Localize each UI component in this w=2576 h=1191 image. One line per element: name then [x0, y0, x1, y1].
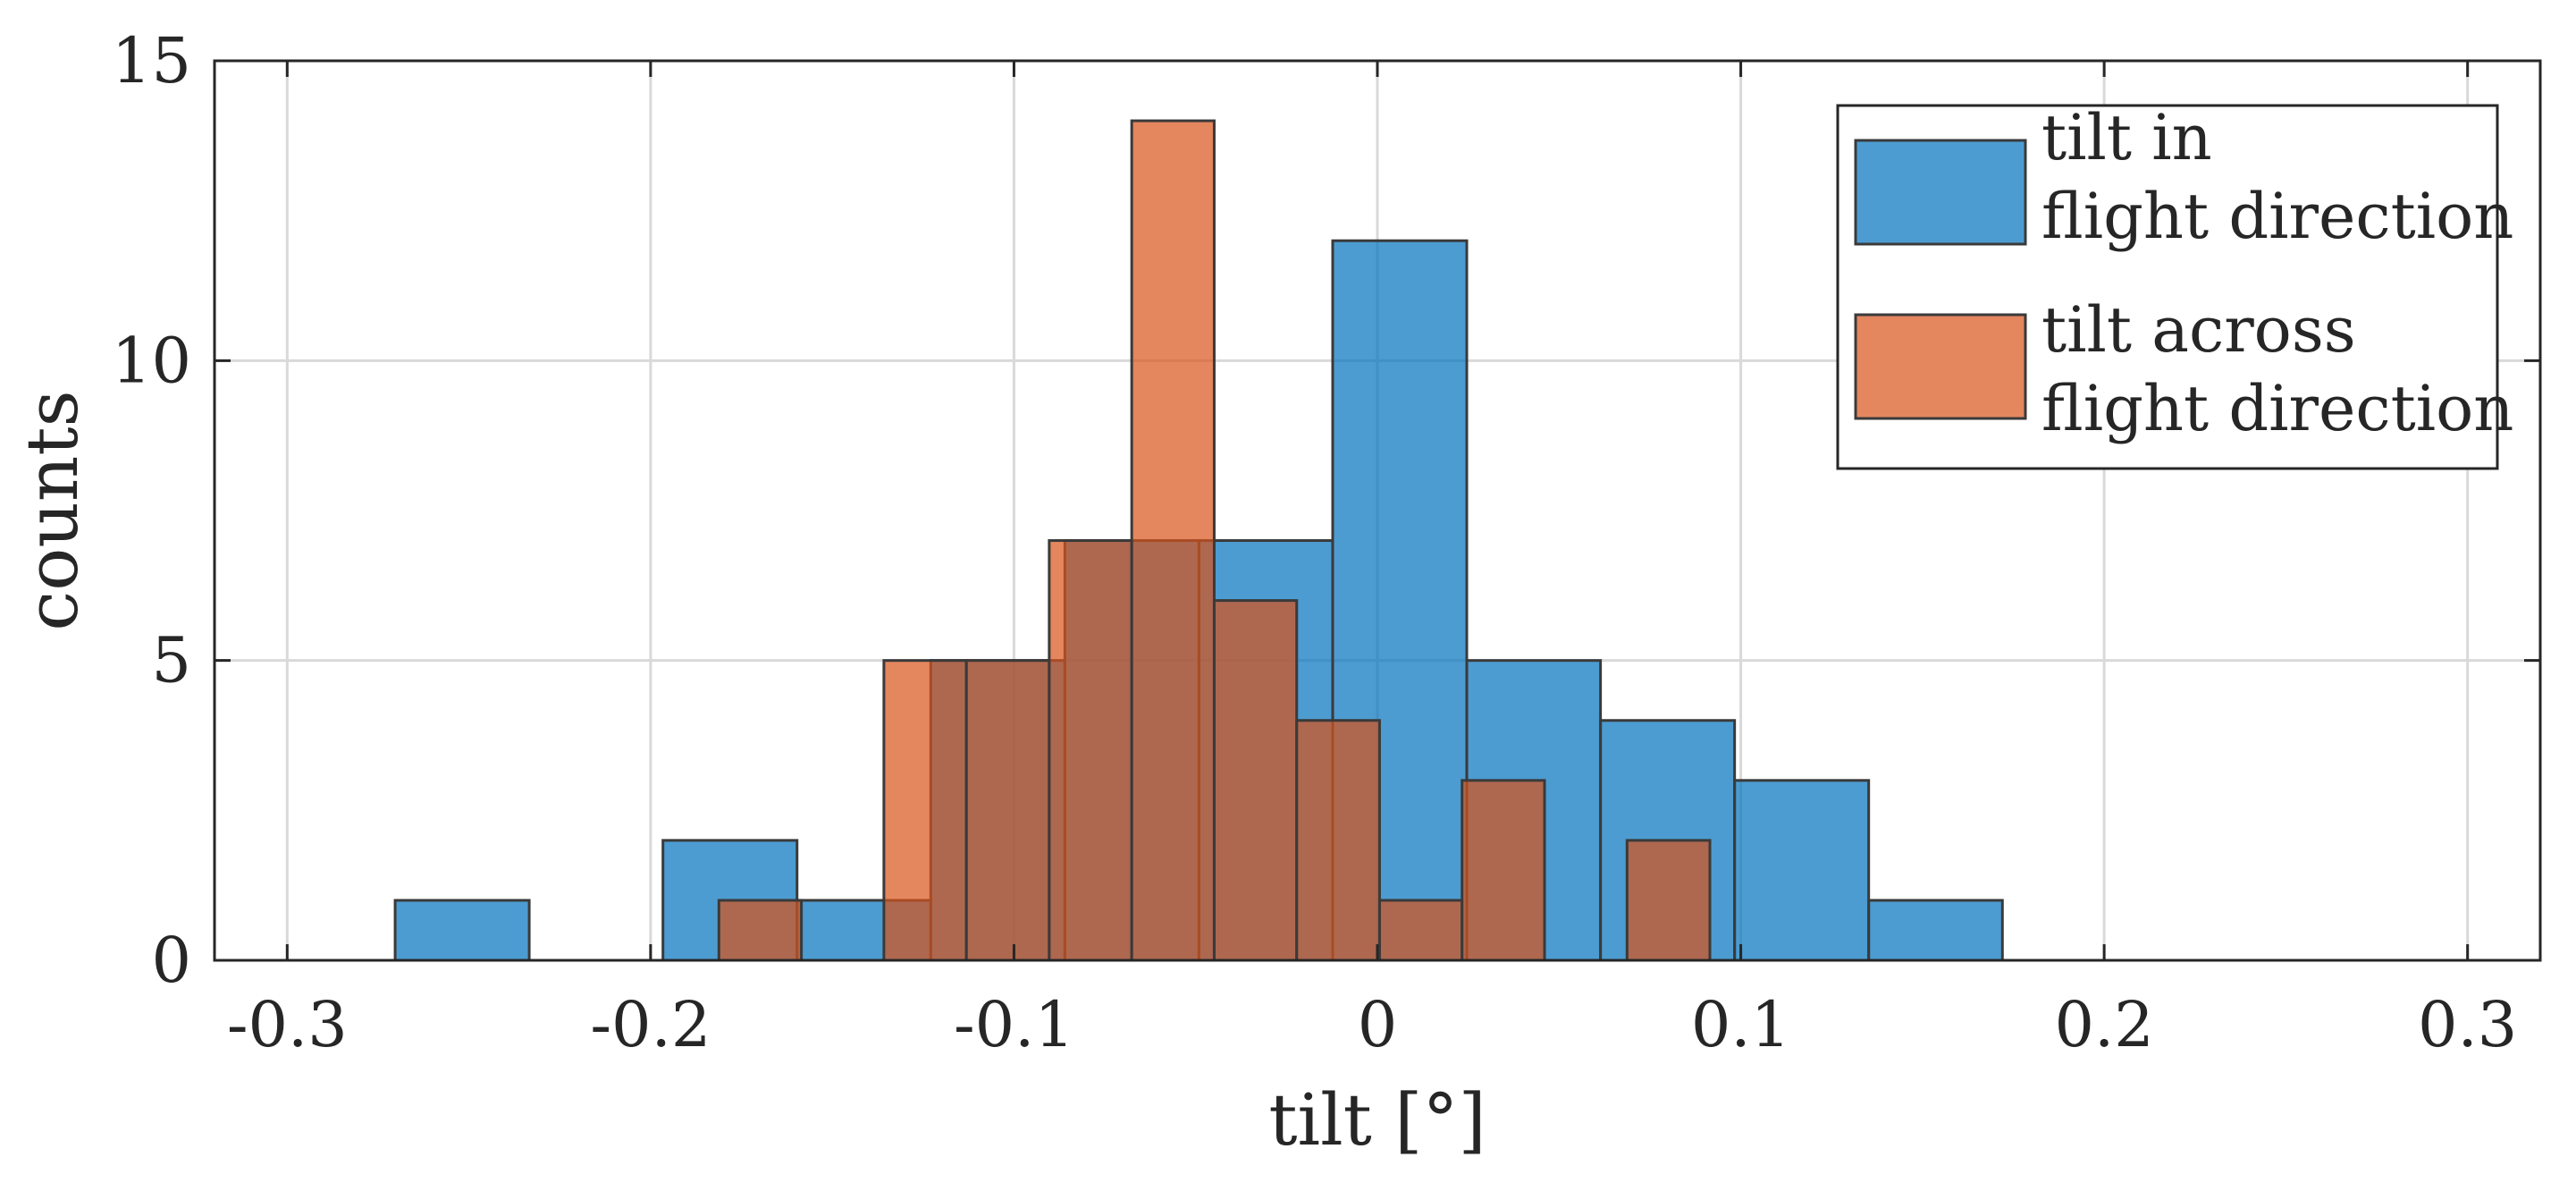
legend-swatch-tilt-in-flight-direction — [1854, 139, 2027, 246]
legend-label-line-1: tilt across — [2041, 293, 2356, 367]
series-tilt-across-flight-direction — [717, 119, 1712, 962]
legend: tilt in flight direction tilt across fli… — [1836, 101, 2513, 470]
y-axis-label: counts — [11, 390, 94, 630]
histogram-bar — [1733, 779, 1871, 962]
x-tick-label: -0.2 — [590, 988, 711, 1061]
legend-label-line-1: tilt in — [2041, 101, 2212, 174]
y-tick-labels: 0 5 10 15 — [112, 24, 191, 997]
legend-swatch-tilt-across-flight-direction — [1854, 313, 2027, 420]
y-tick-label: 0 — [151, 924, 191, 997]
y-tick-label: 15 — [112, 24, 191, 97]
histogram-bar — [882, 659, 968, 962]
histogram-bar — [1377, 899, 1464, 962]
histogram-bar — [1461, 779, 1546, 962]
x-axis-label: tilt [°] — [1268, 1078, 1486, 1161]
x-tick-label: 0.2 — [2054, 988, 2153, 1061]
histogram-bar — [1295, 719, 1381, 962]
histogram-bar — [1048, 539, 1133, 962]
legend-label-tilt-across-flight-direction: tilt across flight direction — [2041, 293, 2513, 445]
histogram-bar — [1625, 839, 1712, 962]
axis-ticks — [215, 59, 2540, 962]
x-tick-label: 0.1 — [1691, 988, 1790, 1061]
histogram-bar — [717, 899, 804, 962]
histogram-bar — [964, 659, 1051, 962]
x-tick-label: -0.1 — [954, 988, 1074, 1061]
x-tick-label: 0.3 — [2418, 988, 2517, 1061]
histogram-bar — [1130, 119, 1216, 962]
histogram-bar — [393, 899, 531, 962]
histogram-bar — [1212, 599, 1299, 962]
legend-label-tilt-in-flight-direction: tilt in flight direction — [2041, 101, 2513, 253]
legend-label-line-2: flight direction — [2041, 372, 2513, 445]
x-tick-label: 0 — [1358, 988, 1398, 1061]
histogram-bar — [1867, 899, 2004, 962]
x-tick-labels: -0.3 -0.2 -0.1 0 0.1 0.2 0.3 — [227, 988, 2518, 1061]
x-tick-label: -0.3 — [227, 988, 348, 1061]
y-tick-label: 10 — [112, 324, 191, 397]
legend-label-line-2: flight direction — [2041, 180, 2513, 253]
y-tick-label: 5 — [151, 624, 191, 697]
